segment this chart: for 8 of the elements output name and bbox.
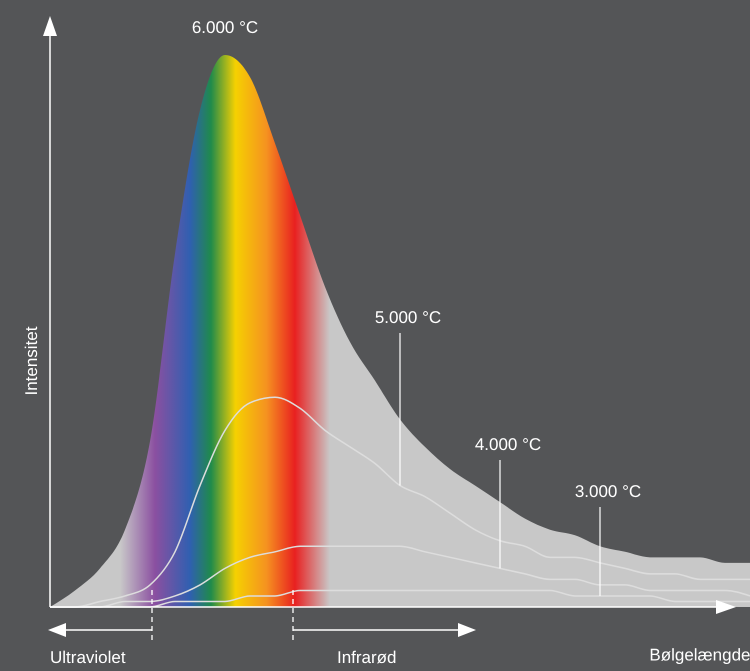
text: 3.000 °C bbox=[574, 482, 642, 501]
x-axis-title: Bølgelængde bbox=[649, 646, 750, 664]
text: 5.000 °C bbox=[374, 308, 442, 327]
series-label: 6.000 °C bbox=[192, 18, 258, 37]
text: Ultraviolet bbox=[50, 648, 126, 668]
text: 4.000 °C bbox=[474, 435, 542, 454]
text: Infrarød bbox=[337, 648, 397, 668]
y-axis-title: Intensitet bbox=[22, 326, 41, 396]
